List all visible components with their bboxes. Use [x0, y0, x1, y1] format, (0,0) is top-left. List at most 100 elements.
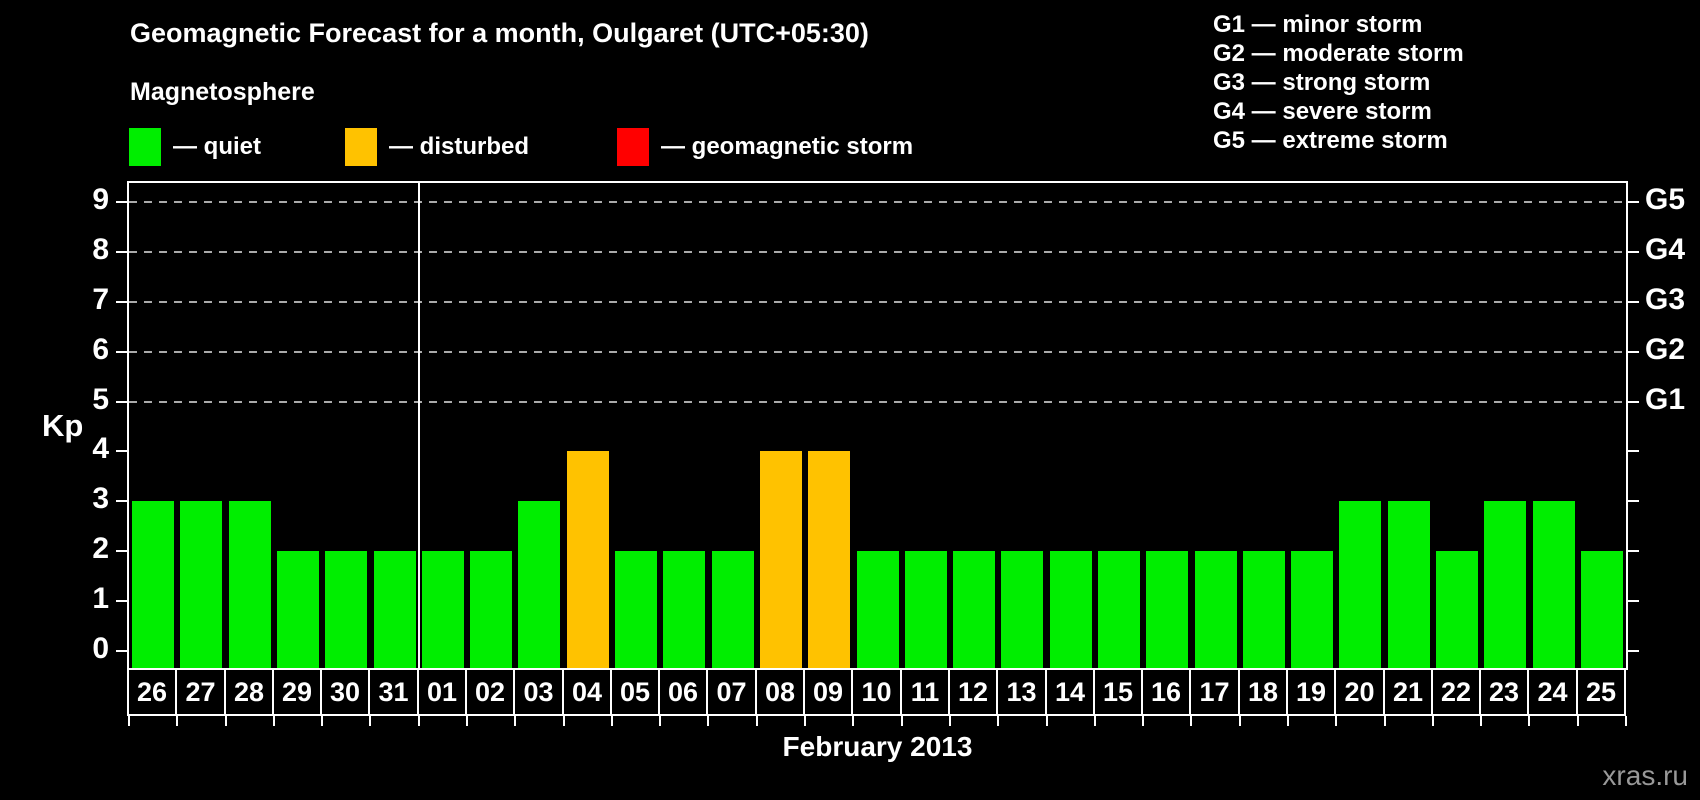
day-axis-tick [128, 716, 130, 726]
day-axis-tick [1384, 716, 1386, 726]
kp-tick-right-1 [1628, 600, 1639, 603]
g3-legend-line: G3 — strong storm [1213, 69, 1431, 96]
day-axis-tick [225, 716, 227, 726]
day-axis-tick [659, 716, 661, 726]
day-label-06: 06 [658, 668, 708, 716]
kp-tick-label-7: 7 [92, 282, 109, 316]
day-label-21: 21 [1383, 668, 1433, 716]
bar-day-09 [808, 451, 851, 668]
gridline-kp9 [129, 200, 1626, 203]
kp-tick-left-0 [116, 650, 127, 653]
bar-day-06 [663, 551, 706, 668]
day-axis-tick [1577, 716, 1579, 726]
month-divider-line [417, 183, 420, 668]
day-label-03: 03 [513, 668, 564, 716]
kp-tick-left-6 [116, 350, 127, 353]
month-axis-title: February 2013 [782, 731, 973, 762]
day-label-24: 24 [1527, 668, 1578, 716]
day-label-27: 27 [175, 668, 226, 716]
storm-color-swatch [617, 128, 649, 166]
day-axis-tick [1190, 716, 1192, 726]
kp-tick-left-2 [116, 550, 127, 553]
day-axis-tick [804, 716, 806, 726]
kp-tick-right-0 [1628, 650, 1639, 653]
day-label-25: 25 [1576, 668, 1626, 716]
kp-tick-label-3: 3 [92, 482, 109, 516]
g-axis-label-g4: G4 [1645, 232, 1686, 266]
gridline-kp5 [129, 400, 1626, 403]
day-label-12: 12 [948, 668, 998, 716]
plot-inner [129, 183, 1626, 668]
bar-day-31 [373, 551, 416, 668]
day-axis-tick [418, 716, 420, 726]
day-label-02: 02 [465, 668, 515, 716]
bar-day-12 [953, 551, 996, 668]
day-axis-tick [997, 716, 999, 726]
day-label-01: 01 [417, 668, 467, 716]
bar-day-01 [421, 551, 464, 668]
bar-day-27 [180, 501, 223, 668]
g-axis-label-g2: G2 [1645, 332, 1686, 366]
day-axis-tick [176, 716, 178, 726]
day-label-07: 07 [706, 668, 757, 716]
day-label-20: 20 [1334, 668, 1385, 716]
kp-tick-left-7 [116, 300, 127, 303]
bar-day-02 [470, 551, 513, 668]
day-axis-tick [1335, 716, 1337, 726]
day-axis-tick [1094, 716, 1096, 726]
bar-day-25 [1580, 551, 1623, 668]
day-axis-tick [1046, 716, 1048, 726]
bar-day-21 [1387, 501, 1430, 668]
bar-day-23 [1484, 501, 1527, 668]
kp-tick-right-3 [1628, 500, 1639, 503]
kp-tick-label-8: 8 [92, 232, 109, 266]
bar-day-10 [856, 551, 899, 668]
gridline-kp8 [129, 250, 1626, 253]
bar-day-08 [759, 451, 802, 668]
day-label-18: 18 [1238, 668, 1288, 716]
day-axis-tick [1625, 716, 1627, 726]
bar-day-24 [1532, 501, 1575, 668]
bar-day-28 [228, 501, 271, 668]
bar-day-29 [277, 551, 320, 668]
g5-legend-line: G5 — extreme storm [1213, 127, 1448, 154]
day-label-15: 15 [1093, 668, 1143, 716]
day-label-22: 22 [1431, 668, 1481, 716]
day-axis-tick [949, 716, 951, 726]
kp-tick-right-2 [1628, 550, 1639, 553]
legend-label-disturbed: — disturbed [389, 133, 530, 160]
day-axis-tick [514, 716, 516, 726]
quiet-color-swatch [129, 128, 161, 166]
kp-tick-label-6: 6 [92, 332, 109, 366]
kp-tick-left-9 [116, 200, 127, 203]
day-axis-tick [1480, 716, 1482, 726]
plot-area [127, 181, 1628, 670]
day-label-09: 09 [803, 668, 853, 716]
day-axis-tick [1142, 716, 1144, 726]
day-axis-tick [273, 716, 275, 726]
day-label-16: 16 [1141, 668, 1191, 716]
g4-legend-line: G4 — severe storm [1213, 98, 1432, 125]
day-label-17: 17 [1189, 668, 1240, 716]
day-axis-tick [466, 716, 468, 726]
kp-tick-right-8 [1628, 250, 1639, 253]
day-label-23: 23 [1479, 668, 1529, 716]
kp-tick-label-0: 0 [92, 632, 109, 666]
legend-item-disturbed: — disturbed [345, 127, 529, 167]
bar-day-15 [1097, 551, 1140, 668]
g2-legend-line: G2 — moderate storm [1213, 40, 1464, 67]
bar-day-18 [1242, 551, 1285, 668]
gridline-kp6 [129, 350, 1626, 353]
day-axis-tick [1528, 716, 1530, 726]
g-scale-legend: G1 — minor storm G2 — moderate storm G3 … [1213, 10, 1464, 155]
kp-tick-label-9: 9 [92, 182, 109, 216]
kp-tick-left-5 [116, 400, 127, 403]
g-axis-label-g5: G5 [1645, 182, 1686, 216]
day-label-10: 10 [851, 668, 902, 716]
day-label-29: 29 [272, 668, 322, 716]
day-label-26: 26 [127, 668, 177, 716]
day-label-05: 05 [610, 668, 660, 716]
bar-day-16 [1146, 551, 1189, 668]
kp-tick-label-5: 5 [92, 382, 109, 416]
